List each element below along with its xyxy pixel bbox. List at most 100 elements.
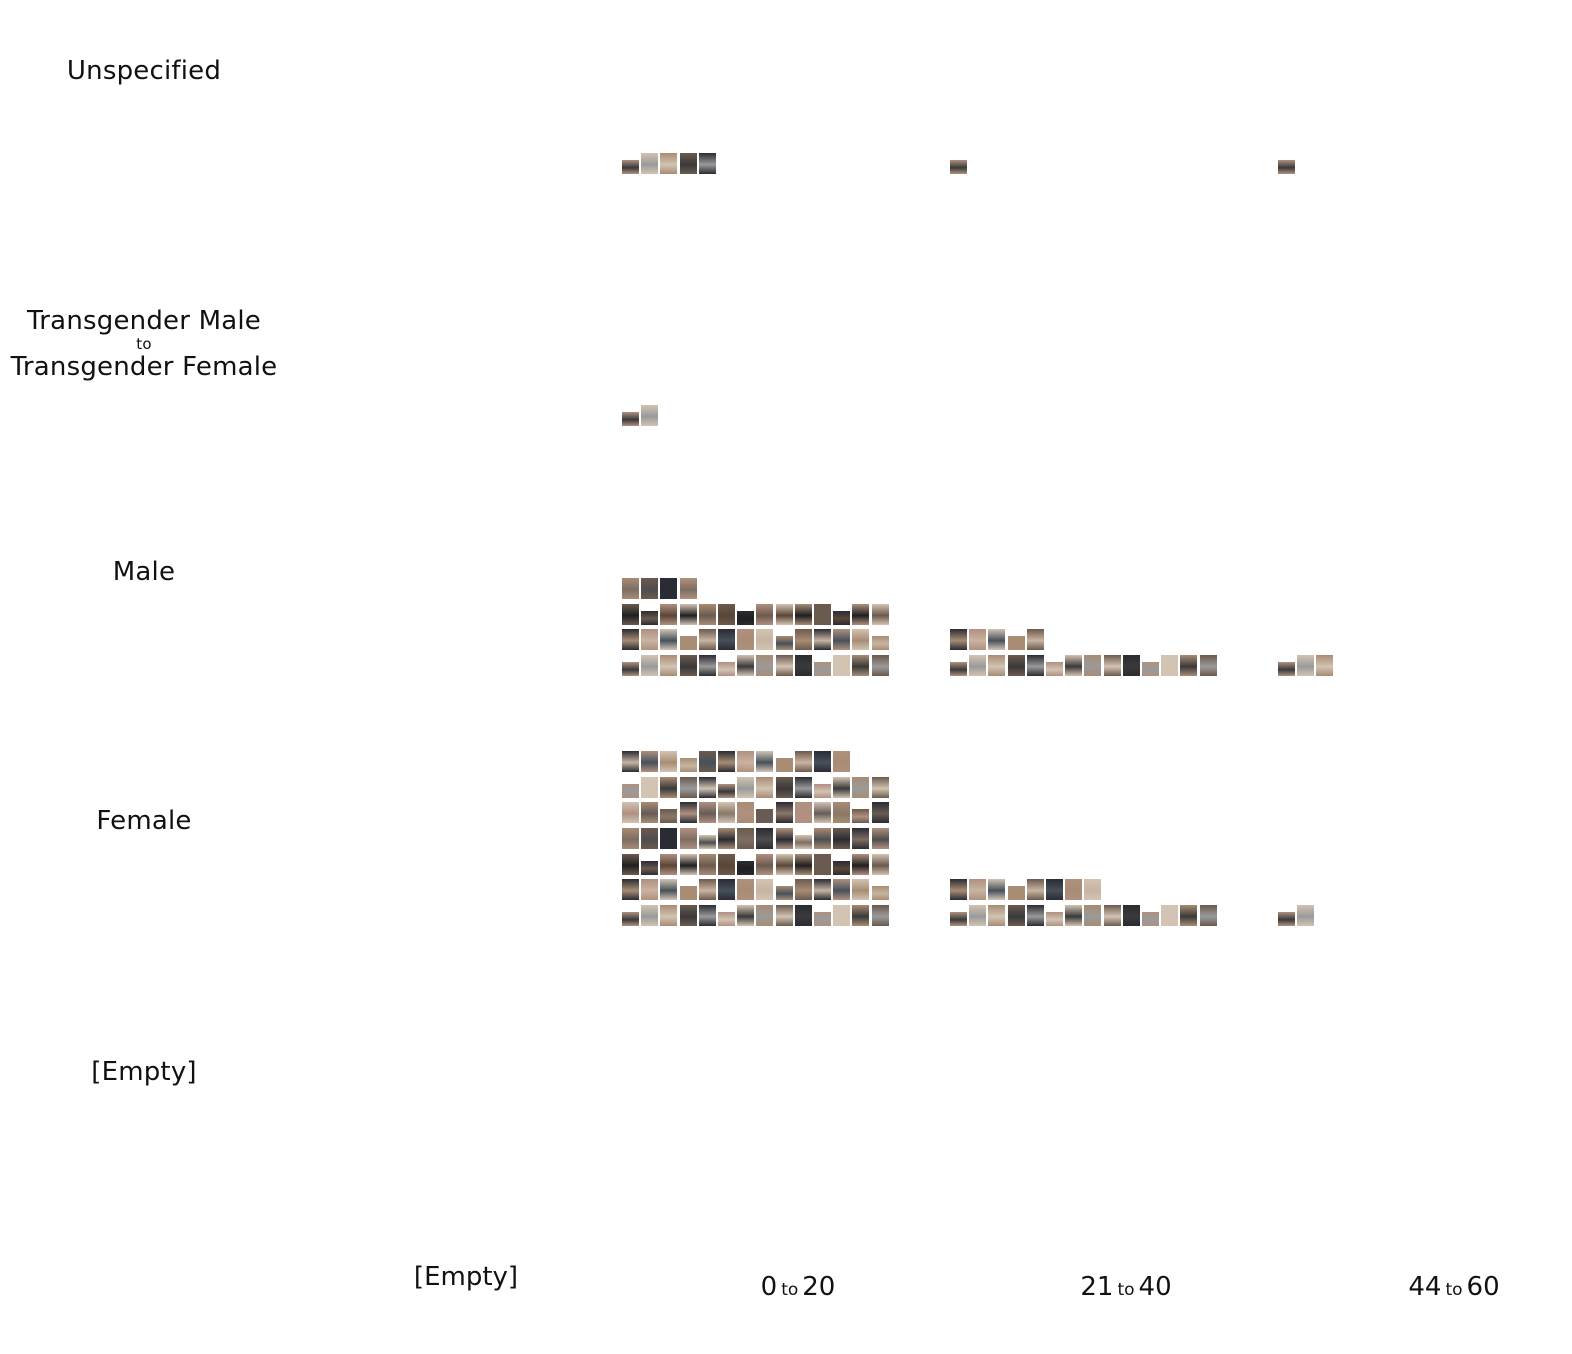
- image-thumbnail[interactable]: [698, 879, 716, 901]
- image-thumbnail[interactable]: [698, 629, 716, 651]
- image-thumbnail[interactable]: [1007, 905, 1025, 926]
- image-thumbnail[interactable]: [698, 905, 716, 926]
- image-thumbnail[interactable]: [852, 776, 870, 798]
- image-thumbnail[interactable]: [814, 629, 831, 651]
- image-thumbnail[interactable]: [718, 879, 735, 901]
- image-thumbnail[interactable]: [988, 879, 1006, 901]
- image-thumbnail[interactable]: [756, 853, 774, 875]
- image-thumbnail[interactable]: [833, 827, 851, 849]
- image-thumbnail[interactable]: [622, 783, 639, 798]
- image-thumbnail[interactable]: [641, 153, 659, 174]
- image-thumbnail[interactable]: [1122, 655, 1140, 676]
- image-thumbnail[interactable]: [1142, 912, 1159, 926]
- image-thumbnail[interactable]: [718, 750, 735, 772]
- image-thumbnail[interactable]: [814, 912, 831, 926]
- image-thumbnail[interactable]: [756, 629, 774, 651]
- col-label-21-40[interactable]: 21 to 40: [1040, 1272, 1212, 1302]
- image-thumbnail[interactable]: [871, 636, 889, 651]
- image-thumbnail[interactable]: [794, 905, 812, 926]
- image-thumbnail[interactable]: [814, 802, 831, 824]
- image-thumbnail[interactable]: [756, 603, 774, 625]
- image-thumbnail[interactable]: [814, 662, 831, 676]
- row-label-transgender[interactable]: Transgender Male to Transgender Female: [0, 306, 288, 382]
- image-thumbnail[interactable]: [756, 776, 774, 798]
- image-thumbnail[interactable]: [775, 757, 793, 772]
- image-thumbnail[interactable]: [679, 905, 697, 926]
- image-thumbnail[interactable]: [794, 603, 812, 625]
- image-thumbnail[interactable]: [718, 603, 735, 625]
- image-thumbnail[interactable]: [775, 905, 793, 926]
- image-thumbnail[interactable]: [833, 750, 851, 772]
- image-thumbnail[interactable]: [775, 827, 793, 849]
- image-thumbnail[interactable]: [794, 655, 812, 676]
- image-thumbnail[interactable]: [756, 655, 774, 676]
- image-thumbnail[interactable]: [679, 655, 697, 676]
- image-thumbnail[interactable]: [1199, 905, 1217, 926]
- image-thumbnail[interactable]: [1316, 655, 1334, 676]
- image-thumbnail[interactable]: [622, 629, 639, 651]
- image-thumbnail[interactable]: [737, 629, 755, 651]
- image-thumbnail[interactable]: [641, 879, 659, 901]
- image-thumbnail[interactable]: [833, 905, 851, 926]
- image-thumbnail[interactable]: [871, 827, 889, 849]
- image-thumbnail[interactable]: [814, 879, 831, 901]
- row-label-male[interactable]: Male: [0, 557, 288, 587]
- image-thumbnail[interactable]: [833, 860, 851, 875]
- image-thumbnail[interactable]: [969, 655, 987, 676]
- image-thumbnail[interactable]: [718, 629, 735, 651]
- image-thumbnail[interactable]: [660, 879, 678, 901]
- image-thumbnail[interactable]: [988, 655, 1006, 676]
- image-thumbnail[interactable]: [641, 802, 659, 824]
- image-thumbnail[interactable]: [679, 603, 697, 625]
- image-thumbnail[interactable]: [622, 879, 639, 901]
- image-thumbnail[interactable]: [1103, 905, 1121, 926]
- image-thumbnail[interactable]: [794, 750, 812, 772]
- image-thumbnail[interactable]: [794, 879, 812, 901]
- image-thumbnail[interactable]: [1278, 160, 1295, 174]
- image-thumbnail[interactable]: [775, 802, 793, 824]
- image-thumbnail[interactable]: [852, 629, 870, 651]
- image-thumbnail[interactable]: [1180, 905, 1198, 926]
- image-thumbnail[interactable]: [1046, 879, 1063, 901]
- image-thumbnail[interactable]: [969, 629, 987, 651]
- image-thumbnail[interactable]: [679, 776, 697, 798]
- image-thumbnail[interactable]: [1065, 655, 1083, 676]
- image-thumbnail[interactable]: [775, 886, 793, 901]
- image-thumbnail[interactable]: [622, 912, 639, 926]
- image-thumbnail[interactable]: [871, 853, 889, 875]
- image-thumbnail[interactable]: [1199, 655, 1217, 676]
- image-thumbnail[interactable]: [756, 905, 774, 926]
- image-thumbnail[interactable]: [641, 905, 659, 926]
- image-thumbnail[interactable]: [1026, 655, 1044, 676]
- image-thumbnail[interactable]: [660, 655, 678, 676]
- image-thumbnail[interactable]: [679, 853, 697, 875]
- image-thumbnail[interactable]: [1278, 912, 1295, 926]
- image-thumbnail[interactable]: [1180, 655, 1198, 676]
- image-thumbnail[interactable]: [660, 776, 678, 798]
- image-thumbnail[interactable]: [679, 802, 697, 824]
- image-thumbnail[interactable]: [679, 577, 697, 599]
- image-thumbnail[interactable]: [1026, 905, 1044, 926]
- image-thumbnail[interactable]: [1007, 655, 1025, 676]
- image-thumbnail[interactable]: [1026, 629, 1044, 651]
- image-thumbnail[interactable]: [698, 834, 716, 849]
- image-thumbnail[interactable]: [852, 809, 870, 824]
- image-thumbnail[interactable]: [698, 750, 716, 772]
- image-thumbnail[interactable]: [775, 603, 793, 625]
- image-thumbnail[interactable]: [852, 655, 870, 676]
- image-thumbnail[interactable]: [679, 636, 697, 651]
- image-thumbnail[interactable]: [871, 905, 889, 926]
- image-thumbnail[interactable]: [1046, 662, 1063, 676]
- image-thumbnail[interactable]: [969, 879, 987, 901]
- image-thumbnail[interactable]: [718, 853, 735, 875]
- image-thumbnail[interactable]: [1046, 912, 1063, 926]
- image-thumbnail[interactable]: [679, 886, 697, 901]
- image-thumbnail[interactable]: [698, 603, 716, 625]
- image-thumbnail[interactable]: [698, 802, 716, 824]
- image-thumbnail[interactable]: [833, 610, 851, 625]
- image-thumbnail[interactable]: [833, 776, 851, 798]
- image-thumbnail[interactable]: [622, 802, 639, 824]
- image-thumbnail[interactable]: [737, 879, 755, 901]
- image-thumbnail[interactable]: [1065, 879, 1083, 901]
- image-thumbnail[interactable]: [950, 662, 967, 676]
